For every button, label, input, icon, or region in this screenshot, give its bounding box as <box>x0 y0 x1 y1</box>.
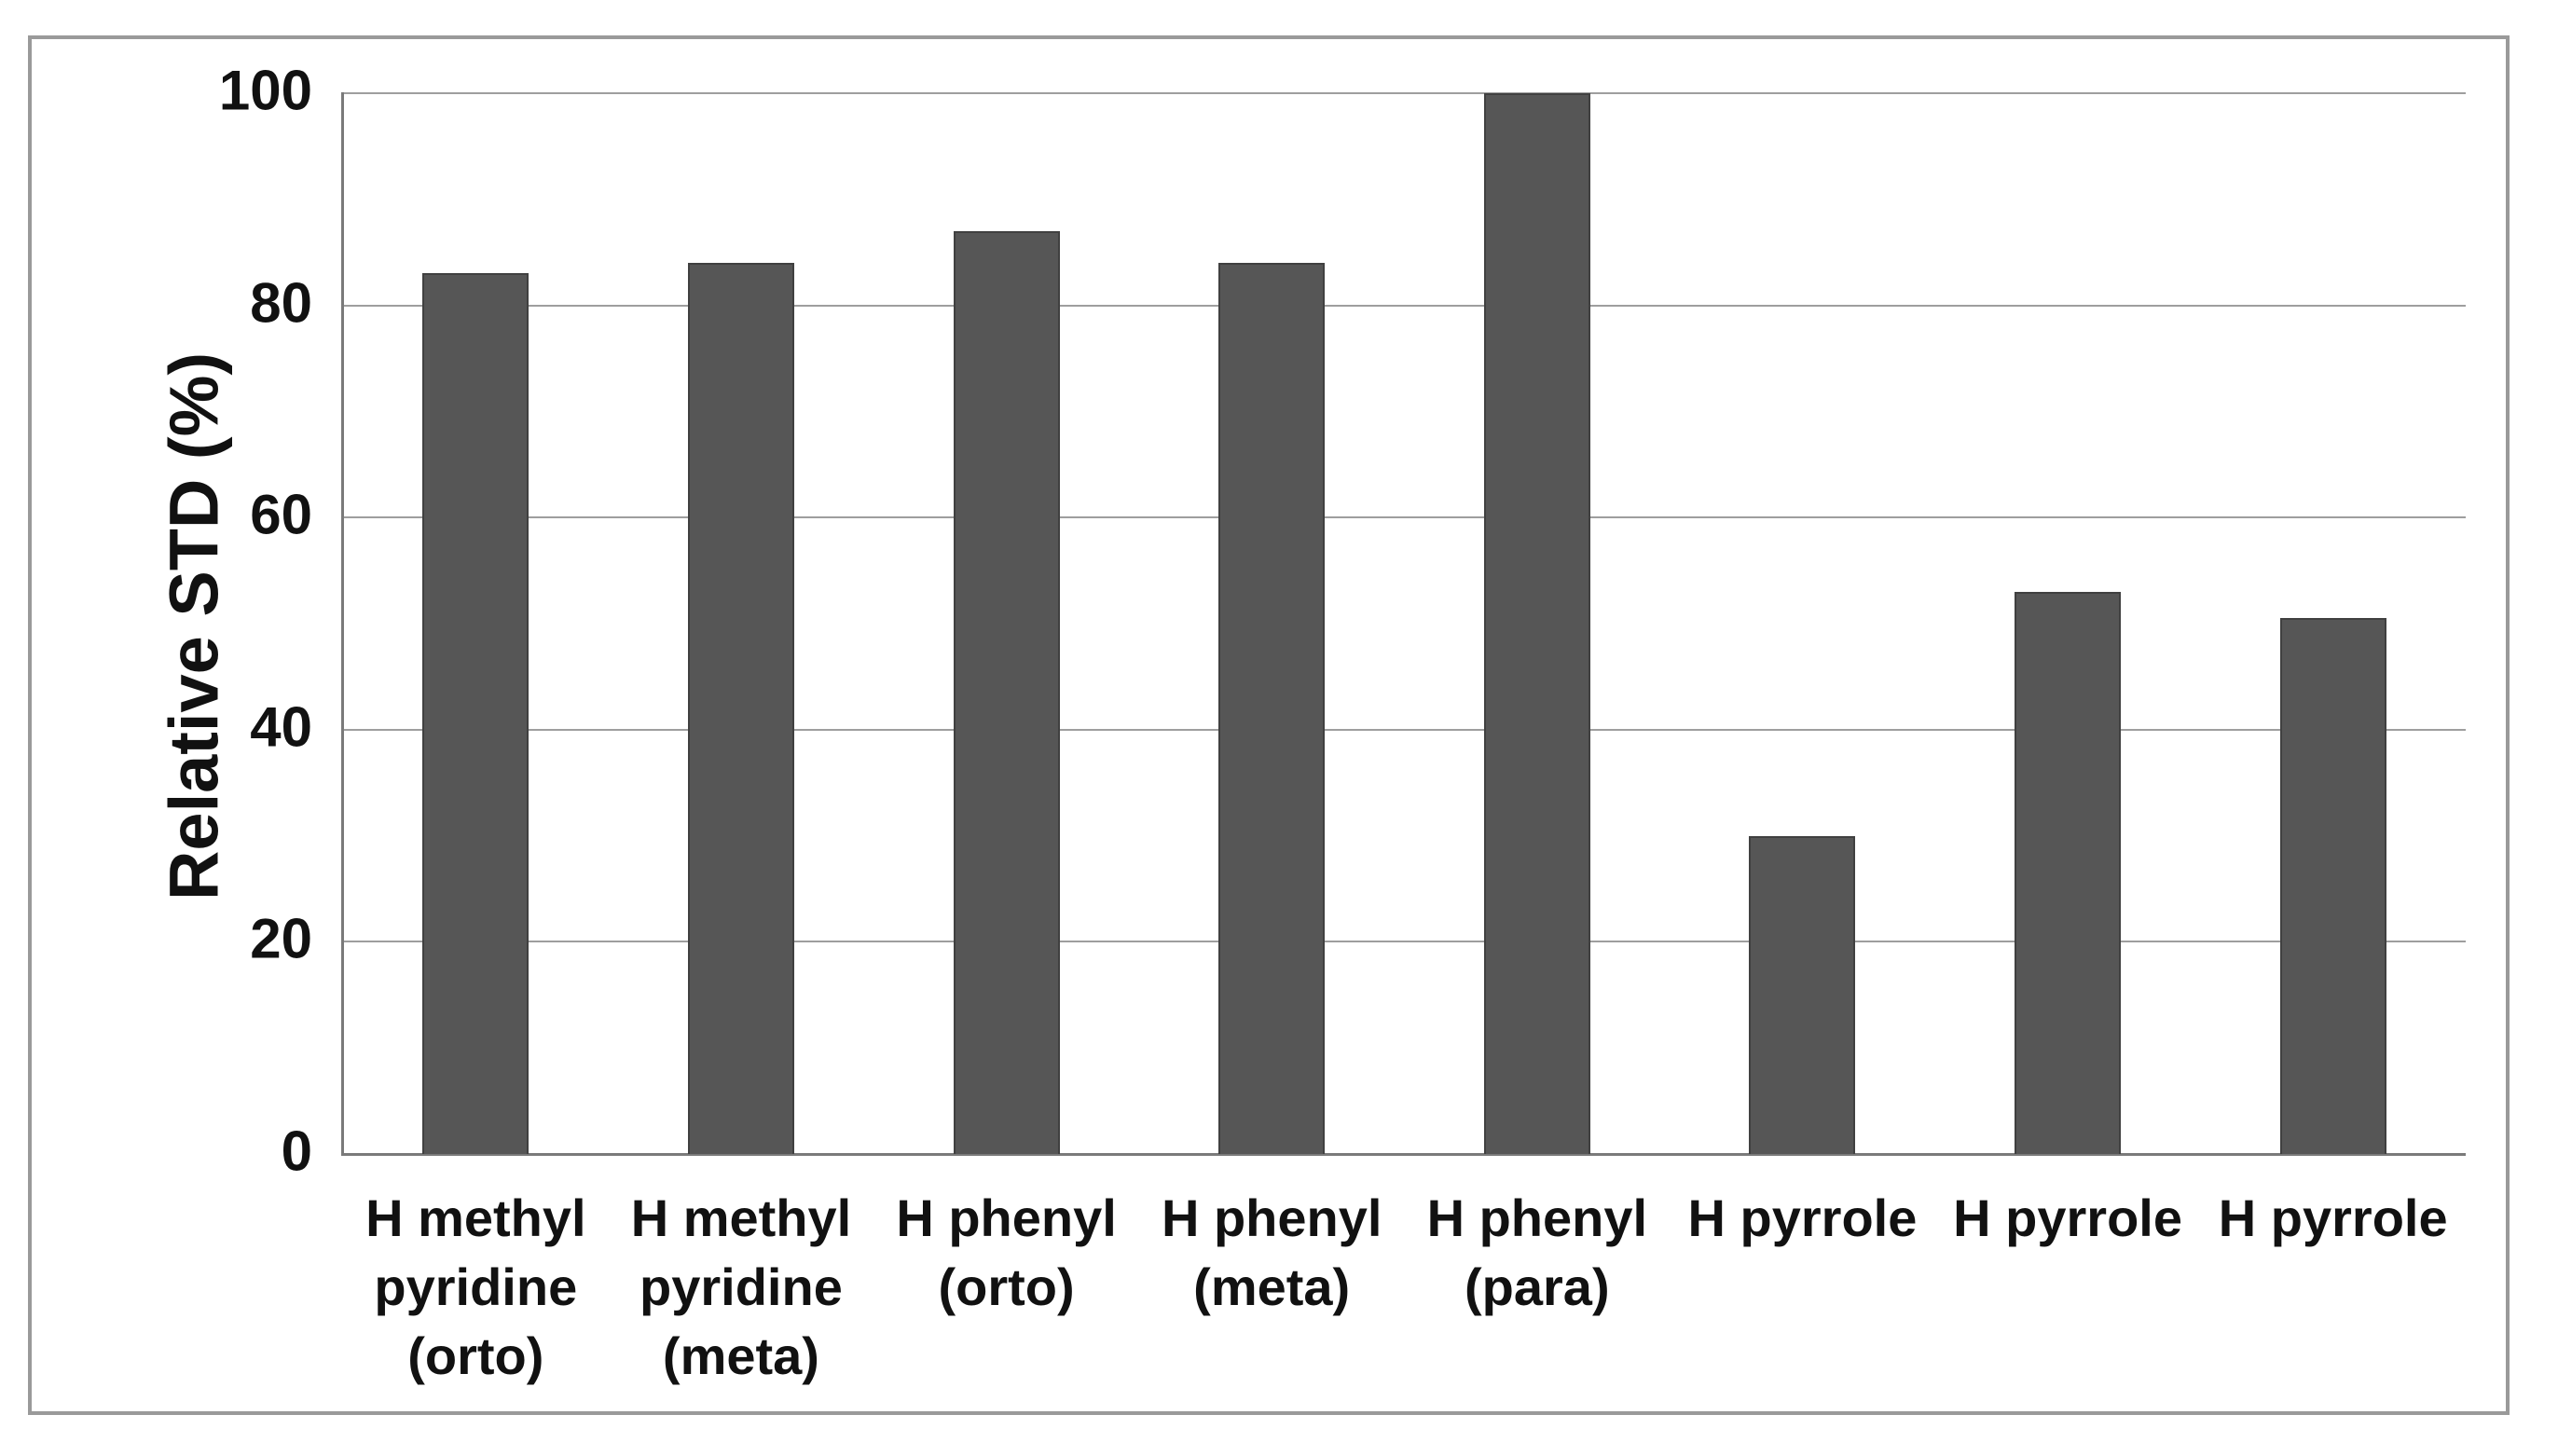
plot-area <box>343 93 2466 1154</box>
y-axis-line <box>341 92 344 1156</box>
bar-5 <box>1483 93 1590 1154</box>
y-axis-title: Relative STD (%) <box>155 351 233 901</box>
y-tick-label-0: 0 <box>281 1119 312 1183</box>
gridline-80 <box>343 304 2466 307</box>
x-category-label-2: H methyl pyridine (meta) <box>630 1188 852 1385</box>
bar-4 <box>1218 263 1326 1154</box>
x-category-label-5: H phenyl (para) <box>1426 1188 1648 1316</box>
gridline-60 <box>343 516 2466 519</box>
gridline-100 <box>343 92 2466 94</box>
x-category-label-8: H pyrrole <box>2218 1188 2448 1247</box>
x-category-label-4: H phenyl (meta) <box>1161 1188 1382 1316</box>
bar-6 <box>1749 835 1856 1154</box>
y-tick-label-60: 60 <box>250 483 312 546</box>
y-tick-label-40: 40 <box>250 695 312 759</box>
x-category-label-6: H pyrrole <box>1687 1188 1918 1247</box>
bar-2 <box>687 263 794 1154</box>
bar-7 <box>2015 591 2122 1154</box>
bar-3 <box>953 230 1060 1154</box>
x-category-label-1: H methyl pyridine (orto) <box>365 1188 586 1385</box>
x-category-label-3: H phenyl (orto) <box>896 1188 1117 1316</box>
y-tick-label-20: 20 <box>250 907 312 970</box>
x-axis-line <box>341 1153 2466 1156</box>
x-category-label-7: H pyrrole <box>1953 1188 2182 1247</box>
y-tick-label-80: 80 <box>250 271 312 335</box>
gridline-40 <box>343 728 2466 731</box>
y-tick-label-100: 100 <box>218 59 312 122</box>
bar-8 <box>2279 618 2386 1154</box>
gridline-20 <box>343 941 2466 943</box>
bar-1 <box>422 273 529 1154</box>
